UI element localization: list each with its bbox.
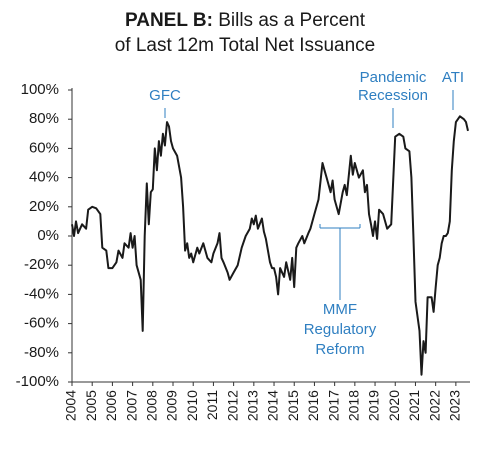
- x-tick-label: 2014: [265, 390, 281, 421]
- x-tick-label: 2005: [83, 390, 99, 421]
- annotation: ATI: [442, 69, 464, 86]
- x-tick-label: 2022: [426, 390, 442, 421]
- annotation: Pandemic: [360, 69, 427, 86]
- y-tick-label: 20%: [29, 198, 59, 215]
- x-tick-label: 2009: [164, 390, 180, 421]
- x-tick-label: 2023: [447, 390, 463, 421]
- x-tick-label: 2011: [204, 390, 220, 420]
- x-tick-label: 2017: [325, 390, 341, 421]
- x-tick-label: 2012: [224, 390, 240, 421]
- x-tick-label: 2006: [103, 390, 119, 421]
- x-tick-label: 2015: [285, 390, 301, 421]
- y-tick-label: -60%: [24, 315, 59, 332]
- x-tick-label: 2004: [63, 390, 79, 421]
- chart-title: PANEL B: Bills as a Percent: [125, 10, 366, 31]
- annotation: GFC: [149, 87, 181, 104]
- y-tick-label: 100%: [21, 81, 59, 98]
- title-text: Bills as a Percent: [218, 10, 366, 31]
- x-tick-label: 2016: [305, 390, 321, 421]
- annotation: MMF: [323, 301, 357, 318]
- y-tick-label: -20%: [24, 256, 59, 273]
- x-tick-label: 2018: [346, 390, 362, 421]
- y-tick-label: 60%: [29, 139, 59, 156]
- annotation: Recession: [358, 87, 428, 104]
- data-line: [71, 115, 469, 376]
- annotation: Regulatory: [304, 321, 377, 338]
- x-tick-label: 2013: [245, 390, 261, 421]
- y-tick-label: -40%: [24, 285, 59, 302]
- y-tick-label: 80%: [29, 110, 59, 127]
- y-tick-label: -80%: [24, 344, 59, 361]
- annotation: Reform: [315, 341, 364, 358]
- x-tick-label: 2007: [123, 390, 139, 421]
- y-tick-label: 40%: [29, 169, 59, 186]
- x-tick-label: 2008: [144, 390, 160, 421]
- y-tick-label: -100%: [16, 373, 59, 390]
- title-lead: PANEL B:: [125, 10, 213, 31]
- chart-subtitle: of Last 12m Total Net Issuance: [115, 35, 376, 56]
- y-tick-label: 0%: [37, 227, 59, 244]
- x-tick-label: 2020: [386, 390, 402, 421]
- x-tick-label: 2021: [406, 390, 422, 421]
- x-tick-label: 2010: [184, 390, 200, 421]
- x-tick-label: 2019: [366, 390, 382, 421]
